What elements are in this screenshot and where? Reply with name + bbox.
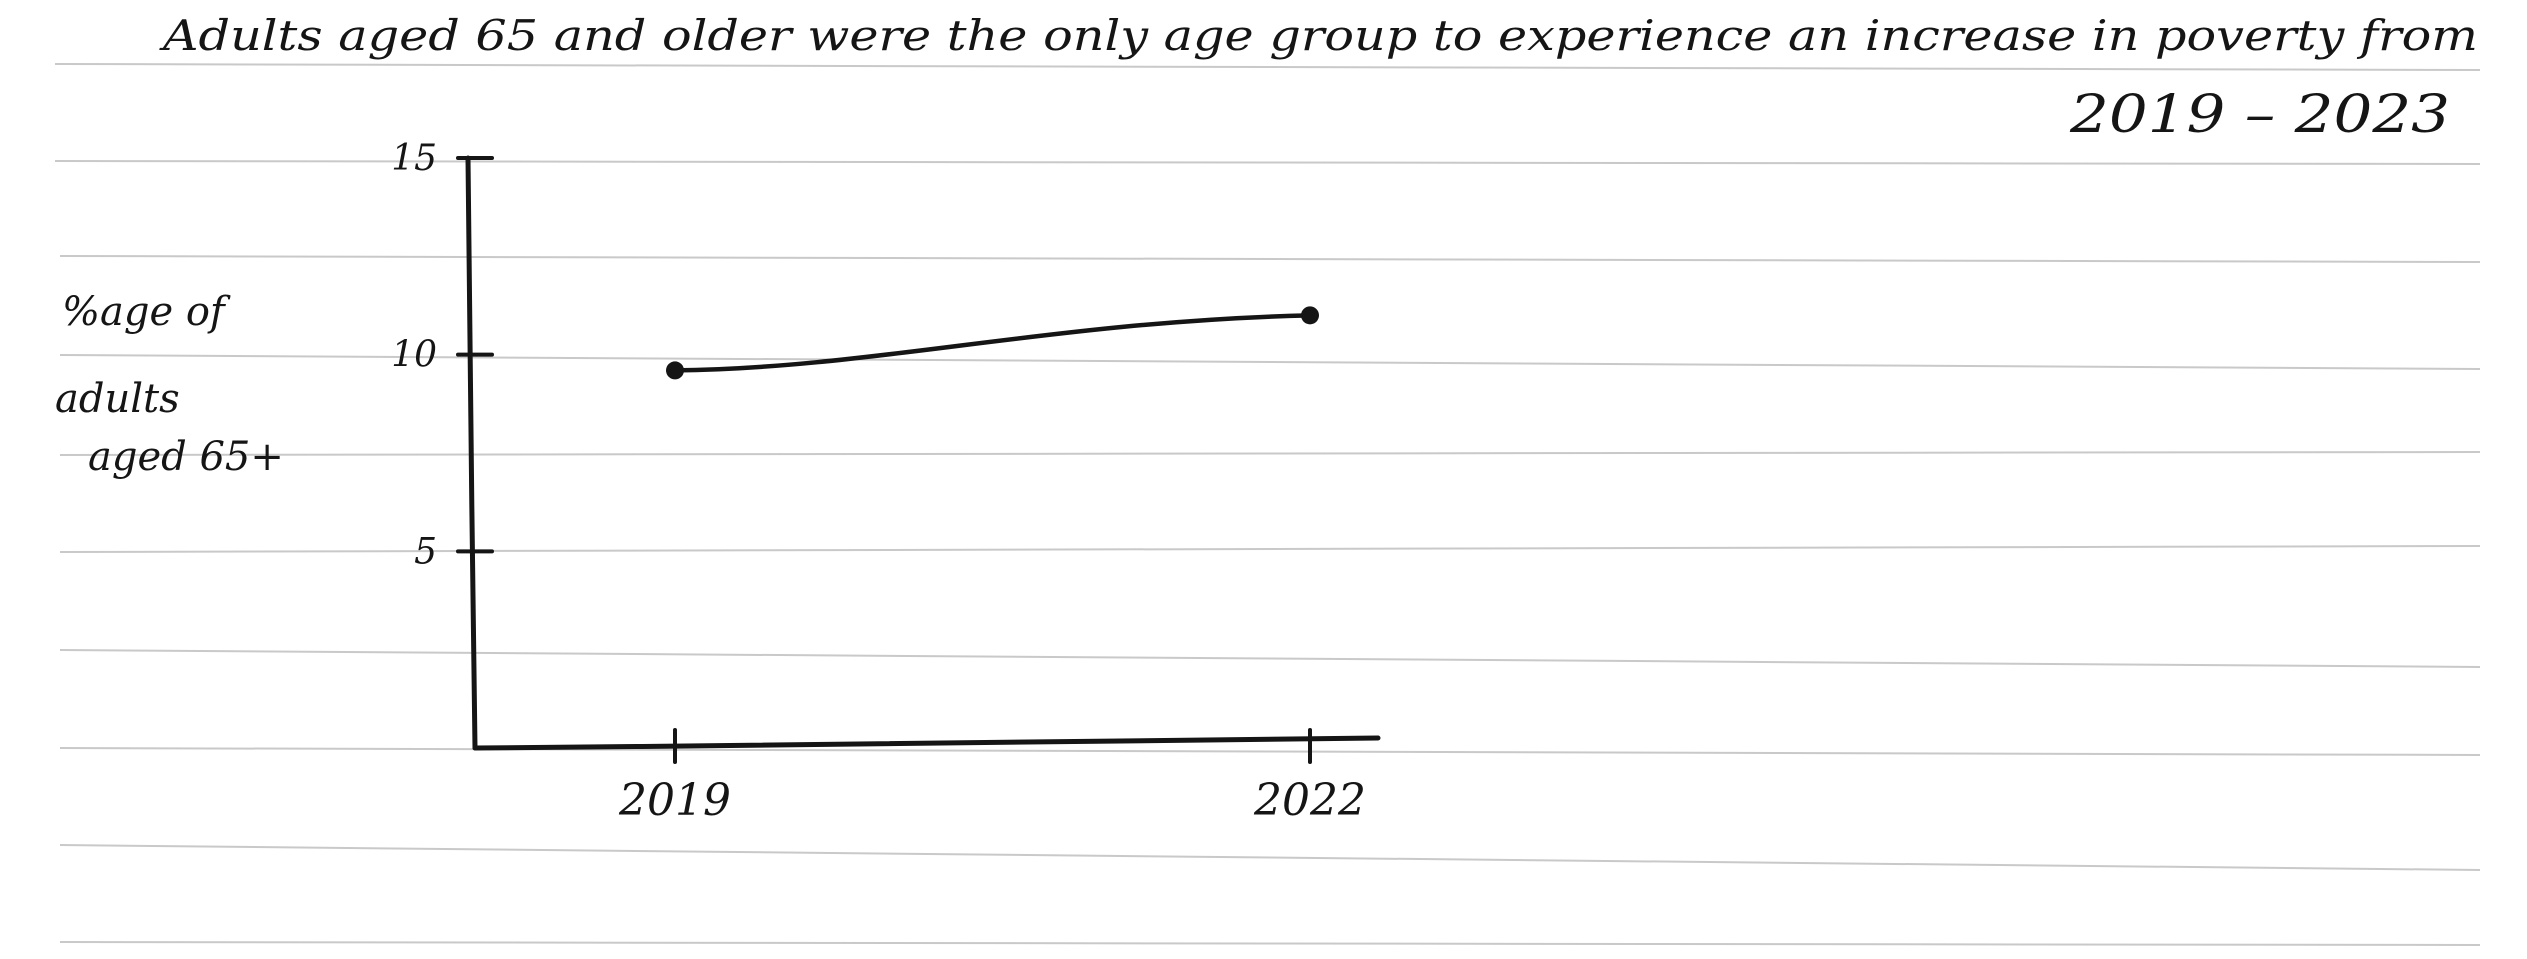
y-tick-label: 5 [414,531,437,572]
series-line [672,313,1313,373]
x-ticks: 2019 2022 [618,728,1366,826]
ruled-line [59,451,2481,456]
axes [465,155,1381,751]
ruled-line [54,63,2481,71]
ruled-line [59,844,2481,871]
data-point [1301,306,1319,325]
chart-subtitle: 2019 – 2023 [2069,85,2450,145]
y-axis-label-line: aged 65+ [88,434,284,480]
chart-title: Adults aged 65 and older were the only a… [158,11,2478,60]
ruled-line [54,160,2481,165]
x-axis-line [472,735,1381,751]
series-layer [666,306,1319,380]
y-axis-label: %age of adults aged 65+ [55,289,284,480]
data-point [666,361,684,380]
y-tick-label: 10 [391,335,437,376]
ruled-line [59,354,2481,370]
x-tick-label: 2022 [1253,775,1366,826]
ruled-line [59,747,2481,756]
x-tick-label: 2019 [618,775,731,826]
y-axis-label-line: %age of [62,289,231,335]
ruled-line [59,941,2481,946]
y-tick-label: 15 [391,138,437,179]
y-axis-line [465,155,478,751]
ruled-line [59,255,2481,263]
y-axis-label-line: adults [55,376,180,422]
ruled-line [59,649,2481,668]
y-ticks: 5 10 15 [391,138,494,572]
